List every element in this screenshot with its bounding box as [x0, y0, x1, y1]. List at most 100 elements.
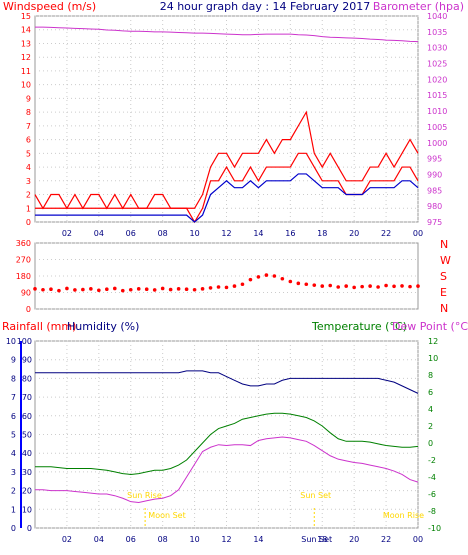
temp-tick-label: 0	[428, 439, 433, 448]
direction-point	[336, 285, 341, 289]
baro-tick-label: 1010	[427, 107, 447, 116]
baro-tick-label: 980	[427, 202, 442, 211]
temp-tick-label: -2	[428, 456, 436, 465]
compass-w: W	[440, 254, 451, 267]
temp-tick-label: 10	[428, 354, 438, 363]
rain-tick-label: 1	[11, 505, 16, 514]
direction-tick-label: 270	[16, 256, 31, 265]
wind-x-tick-label: 20	[349, 229, 359, 238]
temp-tick-label: -4	[428, 473, 436, 482]
rain-tick-label: 9	[11, 356, 16, 365]
sun-rise-label: Sun Rise	[127, 491, 162, 500]
direction-tick-label: 90	[21, 289, 31, 298]
compass-n-top: N	[440, 238, 448, 251]
direction-point	[384, 283, 388, 288]
direction-point	[33, 287, 37, 291]
series-temp-line	[35, 412, 419, 475]
rain-tick-label: 10	[6, 337, 16, 346]
direction-point	[184, 287, 189, 292]
wind-tick-label: 11	[21, 67, 31, 76]
rain-tick-label: 7	[11, 393, 16, 402]
temp-x-tick-label: 08	[158, 535, 168, 544]
direction-point	[304, 282, 309, 287]
direction-point	[280, 276, 285, 281]
direction-point	[232, 284, 237, 288]
rain-tick-label: 3	[11, 468, 16, 477]
temp-x-tick-label: 14	[253, 535, 263, 544]
temp-tick-label: 2	[428, 422, 433, 431]
direction-point	[320, 284, 325, 288]
humidity-tick-label: 50	[22, 431, 32, 440]
temp-tick-label: -10	[428, 524, 441, 533]
direction-point	[248, 277, 253, 282]
wind-x-tick-label: 08	[158, 229, 168, 238]
compass-labels: N W S E N	[440, 238, 451, 315]
direction-point	[65, 286, 69, 291]
direction-point	[144, 287, 149, 292]
temp-x-tick-label: 20	[349, 535, 359, 544]
direction-point	[416, 284, 420, 288]
baro-tick-label: 995	[427, 155, 442, 164]
temp-x-tick-label: 04	[94, 535, 104, 544]
wind-tick-label: 7	[26, 122, 31, 131]
temp-x-tick-label: 06	[126, 535, 136, 544]
wind-x-tick-label: 16	[285, 229, 295, 238]
direction-point	[360, 284, 364, 289]
sun-set-axis-label: Sun Set	[301, 535, 332, 544]
compass-e: E	[440, 286, 447, 299]
baro-tick-label: 1000	[427, 139, 447, 148]
direction-point	[73, 288, 77, 292]
wind-tick-label: 14	[21, 26, 31, 35]
direction-point	[120, 288, 125, 293]
graph-title: 24 hour graph day : 14 February 2017	[160, 0, 371, 13]
humidity-tick-label: 70	[22, 393, 32, 402]
wind-tick-label: 2	[26, 191, 31, 200]
wind-x-tick-label: 18	[317, 229, 327, 238]
rain-tick-label: 0	[11, 524, 16, 533]
series-gust-line	[34, 110, 419, 210]
compass-n-bottom: N	[440, 302, 448, 315]
wind-tick-label: 13	[21, 39, 31, 48]
temp-x-tick-label: 18	[317, 535, 327, 544]
humidity-tick-label: 0	[27, 524, 32, 533]
direction-point	[408, 284, 412, 289]
temp-tick-label: 6	[428, 388, 433, 397]
direction-point	[296, 281, 301, 286]
direction-plot-frame	[34, 242, 419, 310]
series-humidity-line	[35, 370, 419, 394]
direction-point	[272, 274, 277, 278]
direction-point	[208, 286, 213, 290]
rain-tick-label: 6	[11, 412, 16, 421]
direction-point	[264, 273, 269, 277]
baro-tick-label: 985	[427, 186, 442, 195]
direction-point	[168, 287, 173, 292]
direction-point	[216, 285, 221, 289]
compass-s: S	[440, 270, 447, 283]
direction-point	[105, 287, 109, 292]
temp-tick-label: -8	[428, 507, 436, 516]
wind-plot-frame	[34, 15, 419, 223]
direction-point	[392, 284, 396, 289]
temp-tick-label: 4	[428, 405, 433, 414]
direction-point	[240, 282, 245, 287]
direction-point	[160, 286, 165, 291]
baro-tick-label: 975	[427, 218, 442, 227]
baro-tick-label: 1015	[427, 91, 447, 100]
temp-tick-label: -6	[428, 490, 436, 499]
direction-point	[57, 288, 61, 293]
moon-rise-label: Moon Rise	[383, 511, 424, 520]
direction-point	[176, 287, 181, 291]
wind-x-tick-label: 00	[413, 229, 423, 238]
rain-tick-label: 4	[11, 449, 16, 458]
humidity-tick-label: 40	[22, 449, 32, 458]
temp-tick-label: 8	[428, 371, 433, 380]
temp-x-tick-label: 00	[413, 535, 423, 544]
moon-set-label: Moon Set	[148, 511, 185, 520]
baro-tick-label: 1035	[427, 28, 447, 37]
humidity-tick-label: 20	[22, 487, 32, 496]
wind-tick-label: 1	[26, 204, 31, 213]
wind-x-tick-label: 12	[221, 229, 231, 238]
direction-point	[224, 285, 229, 290]
humidity-label: Humidity (%)	[67, 320, 139, 333]
